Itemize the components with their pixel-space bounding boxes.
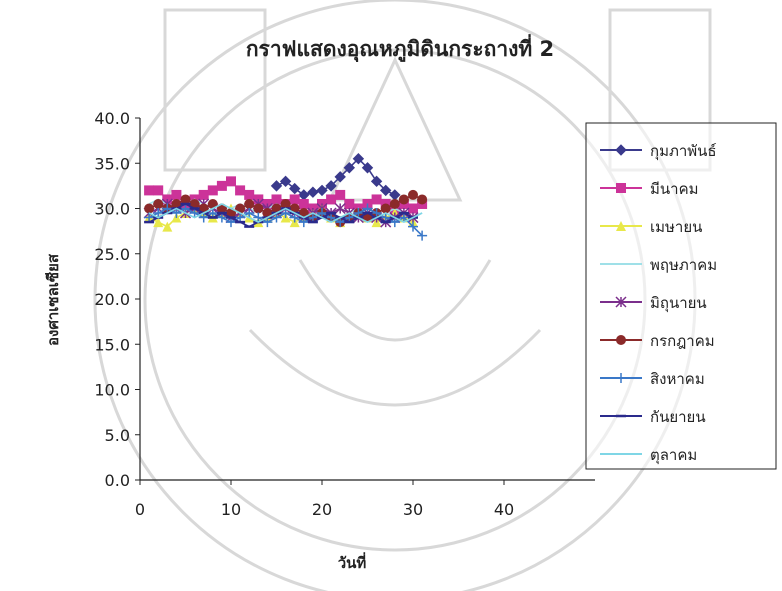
y-tick-label: 40.0	[94, 109, 130, 128]
data-point	[408, 203, 418, 214]
legend-label: เมษายน	[650, 218, 702, 236]
y-tick-label: 20.0	[94, 290, 130, 309]
chart-title: กราฟแสดงอุณหภูมิดินกระถางที่ 2	[246, 33, 554, 63]
data-point	[226, 176, 236, 187]
data-point	[334, 171, 346, 183]
y-tick-label: 15.0	[94, 335, 130, 354]
data-point	[270, 180, 283, 192]
series-line	[148, 203, 423, 223]
y-tick-label: 25.0	[94, 245, 130, 264]
y-tick-labels: 0.0 5.0 10.0 15.0 20.0 25.0 30.0 35.0 40.0	[94, 109, 130, 490]
legend-swatch-marker	[616, 221, 626, 231]
legend-label: กุมภาพันธ์	[650, 142, 717, 161]
legend-item: สิงหาคม	[600, 370, 705, 388]
data-point	[417, 194, 428, 205]
data-point	[379, 184, 392, 197]
legend-label: สิงหาคม	[650, 370, 705, 388]
data-point	[180, 194, 191, 205]
legend-item: มีนาคม	[600, 180, 699, 198]
plot-series	[143, 153, 428, 241]
data-point	[279, 175, 292, 188]
data-point	[334, 202, 346, 215]
data-point	[244, 198, 255, 209]
data-point	[244, 189, 255, 200]
legend: กุมภาพันธ์มีนาคมเมษายนพฤษภาคมมิถุนายนกรก…	[585, 122, 777, 470]
data-point	[198, 189, 209, 200]
data-point	[207, 185, 218, 196]
legend-label: กันยายน	[650, 408, 706, 426]
data-point	[326, 194, 337, 205]
data-point	[325, 180, 337, 192]
y-axis-label: องศาเซลเซียส	[44, 253, 62, 346]
data-point	[144, 185, 155, 196]
data-point	[144, 203, 155, 214]
legend-swatch-marker	[616, 335, 626, 345]
legend-label: ตุลาคม	[650, 446, 697, 465]
series-1	[270, 153, 401, 201]
y-tick-label: 35.0	[94, 154, 130, 173]
data-point	[380, 203, 391, 214]
legend-item: เมษายน	[600, 218, 702, 236]
data-point	[343, 162, 356, 174]
x-tick-labels: 0 10 20 30 40	[135, 500, 514, 519]
legend-label: มีนาคม	[650, 180, 699, 198]
x-tick-label: 40	[494, 500, 514, 519]
data-point	[298, 198, 309, 209]
y-tick-label: 5.0	[105, 426, 130, 445]
legend-item: ตุลาคม	[600, 446, 697, 465]
data-point	[408, 189, 418, 200]
legend-label: กรกฎาคม	[650, 332, 715, 350]
data-point	[288, 182, 301, 195]
data-point	[389, 198, 400, 209]
data-point	[289, 194, 300, 205]
x-tick-label: 10	[221, 500, 241, 519]
data-point	[171, 189, 182, 200]
plot-axes	[135, 117, 595, 485]
data-point	[398, 194, 409, 205]
legend-item: กุมภาพันธ์	[600, 142, 717, 161]
y-tick-label: 0.0	[105, 471, 130, 490]
data-point	[280, 198, 291, 209]
data-point	[335, 189, 346, 200]
data-point	[153, 217, 164, 228]
y-tick-label: 30.0	[94, 200, 130, 219]
legend-label: พฤษภาคม	[650, 256, 717, 274]
data-point	[153, 198, 164, 209]
x-tick-label: 30	[403, 500, 423, 519]
y-tick-label: 10.0	[94, 381, 130, 400]
data-point	[244, 208, 255, 219]
data-point	[316, 184, 328, 197]
data-point	[361, 162, 374, 174]
data-point	[235, 185, 246, 196]
legend-swatch-marker	[616, 373, 626, 383]
x-tick-label: 20	[312, 500, 332, 519]
data-point	[371, 194, 382, 205]
data-point	[344, 198, 355, 209]
legend-item: มิถุนายน	[600, 294, 707, 313]
data-point	[417, 230, 428, 241]
data-point	[352, 153, 365, 165]
x-tick-label: 0	[135, 500, 145, 519]
legend-item: พฤษภาคม	[600, 256, 717, 274]
data-point	[408, 221, 418, 232]
data-point	[253, 203, 264, 214]
legend-item: กันยายน	[600, 408, 706, 426]
data-point	[216, 180, 227, 191]
data-point	[370, 175, 383, 188]
legend-label: มิถุนายน	[650, 294, 707, 313]
data-point	[162, 221, 173, 232]
data-point	[307, 186, 319, 198]
series-9	[148, 203, 423, 223]
legend-swatch-marker	[615, 296, 627, 308]
data-point	[271, 194, 282, 205]
x-axis-label: วันที่	[338, 552, 367, 572]
data-point	[153, 185, 164, 196]
legend-swatch-marker	[615, 144, 627, 156]
legend-swatch-marker	[616, 183, 626, 193]
legend-item: กรกฎาคม	[600, 332, 715, 350]
